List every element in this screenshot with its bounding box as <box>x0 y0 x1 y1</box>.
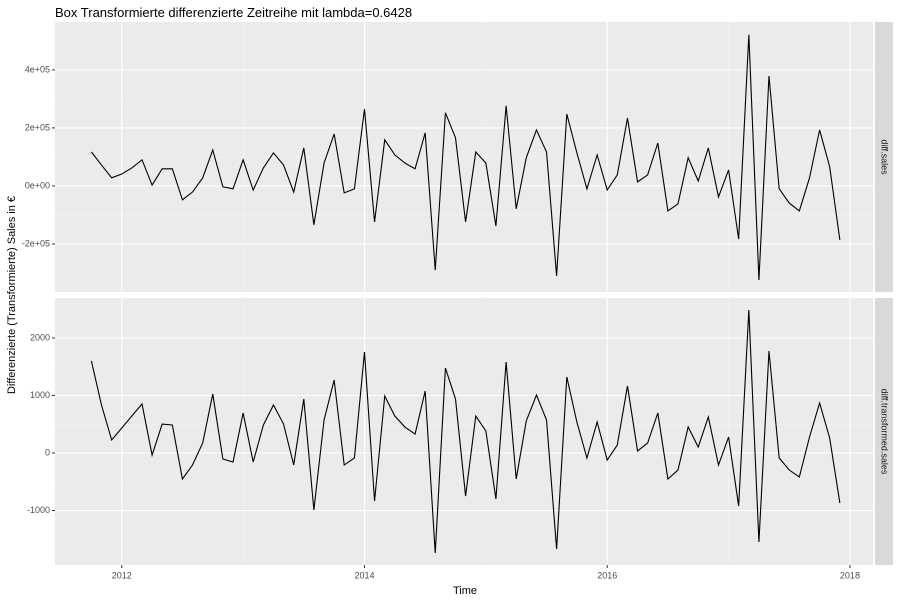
y-axis-title: Differenzierte (Transformierte) Sales in… <box>6 196 18 394</box>
y-tick-label: -1000 <box>27 505 50 515</box>
y-tick-label: 2e+05 <box>25 122 50 132</box>
line-series <box>90 34 841 280</box>
x-tick-label: 2016 <box>597 570 617 580</box>
y-tick-label: 1000 <box>30 390 50 400</box>
strip-label: diff.sales <box>880 139 890 175</box>
x-axis-title: Time <box>453 585 477 597</box>
strip-background <box>875 22 893 292</box>
x-tick-label: 2012 <box>112 570 132 580</box>
y-tick-label: 4e+05 <box>25 64 50 74</box>
strip-background <box>875 298 893 565</box>
y-tick-label: 0 <box>45 447 50 457</box>
strip-label: diff.transformed.sales <box>880 389 890 475</box>
x-tick-label: 2018 <box>840 570 860 580</box>
y-tick-label: -2e+05 <box>22 238 50 248</box>
y-tick-label: 2000 <box>30 332 50 342</box>
panel-background <box>55 298 873 565</box>
line-series <box>90 309 841 554</box>
x-tick-label: 2014 <box>354 570 374 580</box>
chart-title: Box Transformierte differenzierte Zeitre… <box>55 5 412 20</box>
y-tick-label: 0e+00 <box>25 180 50 190</box>
